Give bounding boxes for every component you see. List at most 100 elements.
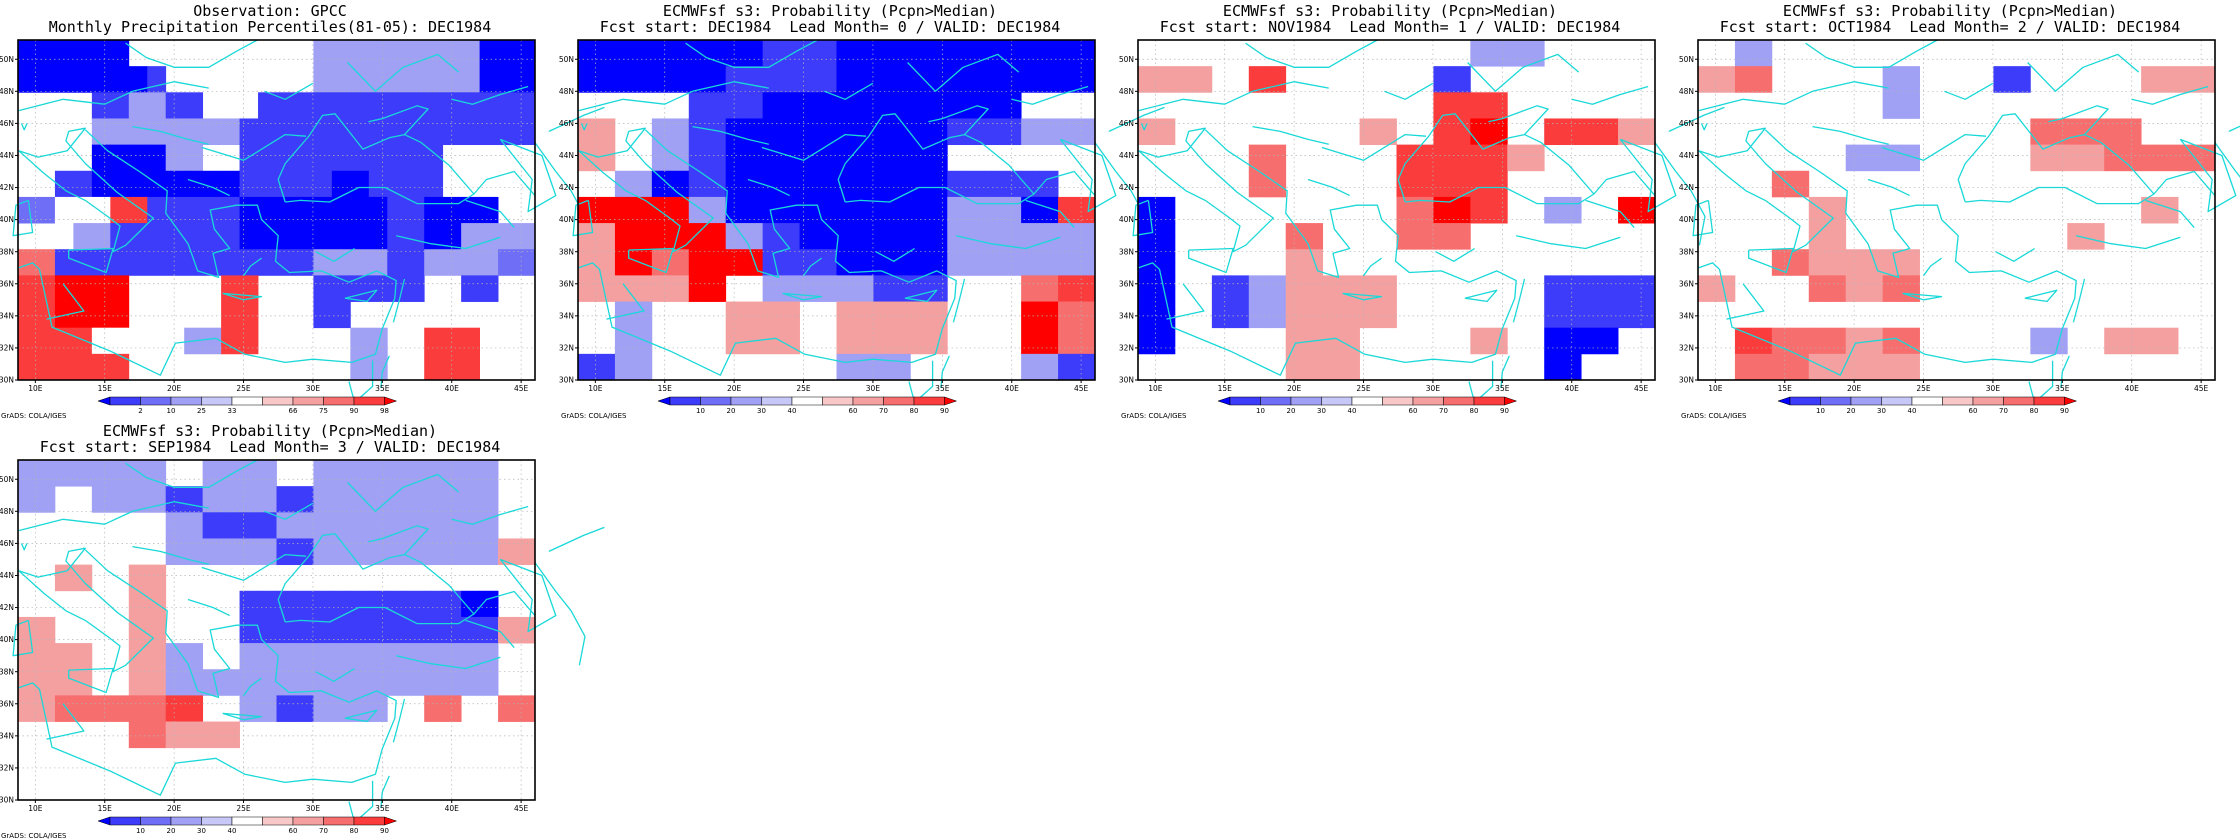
grid-cell xyxy=(651,118,671,132)
grid-cell xyxy=(910,275,930,289)
coastline xyxy=(242,257,262,277)
grid-cell xyxy=(387,144,407,159)
coastline xyxy=(1585,199,1635,229)
grid-cell xyxy=(781,183,800,198)
colorbar-segment xyxy=(170,816,202,826)
grid-cell xyxy=(762,327,782,342)
colorbar-label: 70 xyxy=(1999,407,2008,415)
grid-cell xyxy=(614,366,634,381)
colorbar-segment xyxy=(913,396,945,406)
grid-cell xyxy=(368,40,388,54)
grid-cell xyxy=(1544,301,1564,316)
grid-cell xyxy=(239,210,259,224)
lat-tick-label: 48N xyxy=(0,87,14,96)
coastline xyxy=(1698,81,1889,112)
grid-cell xyxy=(479,630,499,644)
grid-cell xyxy=(258,157,277,172)
grid-cell xyxy=(1451,236,1471,250)
colorbar-segment xyxy=(231,816,263,826)
grid-cell xyxy=(479,473,499,487)
grid-cell xyxy=(147,118,167,132)
coastline xyxy=(201,133,307,161)
grid-cell xyxy=(891,288,911,302)
grid-cell xyxy=(596,66,616,80)
lon-tick-label: 10E xyxy=(28,804,43,813)
coastline xyxy=(685,39,818,68)
grid-cell xyxy=(239,630,259,644)
grid-cell xyxy=(73,210,93,224)
colorbar-segment xyxy=(323,816,355,826)
grid-cell xyxy=(854,314,874,329)
grid-cell xyxy=(368,327,388,342)
grid-cell xyxy=(313,105,333,119)
grid-cell xyxy=(633,288,653,302)
grid-cell xyxy=(1716,79,1736,93)
grid-cell xyxy=(128,682,148,696)
coastline xyxy=(499,138,557,213)
grid-cell xyxy=(762,301,782,316)
grid-cell xyxy=(516,551,536,566)
grid-cell xyxy=(128,669,148,683)
grid-cell xyxy=(461,669,480,683)
grid-cell xyxy=(461,473,480,487)
grid-cell xyxy=(873,66,893,80)
grid-cell xyxy=(461,327,480,342)
grid-cell xyxy=(516,223,536,237)
grid-cell xyxy=(1211,275,1231,289)
grid-cell xyxy=(836,366,856,381)
grid-cell xyxy=(781,249,800,263)
grid-cell xyxy=(928,262,948,276)
grid-cell xyxy=(424,353,444,368)
grid-cell xyxy=(350,616,370,631)
grid-cell xyxy=(1488,53,1508,67)
grads-credit: GrADS: COLA/IGES xyxy=(1121,412,1187,420)
grid-cell xyxy=(313,512,333,526)
grid-cell xyxy=(1285,314,1305,329)
coastline xyxy=(578,81,769,112)
grid-cell xyxy=(387,656,407,670)
grid-cell xyxy=(596,210,616,224)
coastline xyxy=(548,526,605,552)
grid-cell xyxy=(799,249,819,263)
grid-cell xyxy=(1248,183,1268,198)
panel-observation-gpcc: Observation: GPCC Monthly Precipitation … xyxy=(0,0,605,420)
grid-cell xyxy=(405,223,425,237)
grid-cell xyxy=(276,236,296,250)
grid-cell xyxy=(1211,314,1231,329)
grid-cell xyxy=(1470,170,1490,185)
coastline xyxy=(1700,123,1708,131)
grid-cell xyxy=(91,314,111,329)
grid-cell xyxy=(781,210,800,224)
grid-cell xyxy=(331,210,351,224)
grid-cell xyxy=(442,486,462,500)
grid-cell xyxy=(294,183,314,198)
coastline xyxy=(1692,199,1714,237)
grid-cell xyxy=(670,66,690,80)
grid-cell xyxy=(350,473,370,487)
grid-cell xyxy=(1138,327,1157,342)
lat-tick-label: 34N xyxy=(1679,311,1694,320)
grid-cell xyxy=(578,196,597,211)
coastline xyxy=(20,543,28,551)
grid-cell xyxy=(578,66,597,80)
grid-cell xyxy=(350,512,370,526)
grid-cell xyxy=(854,170,874,185)
grid-cell xyxy=(258,262,277,276)
grid-cell xyxy=(258,499,277,513)
grid-cell xyxy=(239,512,259,526)
coastline xyxy=(1138,127,1274,253)
grid-cell xyxy=(239,144,259,159)
grid-cell xyxy=(818,131,837,146)
grid-cell xyxy=(36,616,56,631)
grid-cell xyxy=(984,79,1004,93)
grid-cell xyxy=(688,79,708,93)
grid-cell xyxy=(479,486,499,500)
grid-cell xyxy=(276,538,296,552)
grid-cell xyxy=(461,249,480,263)
colorbar-label: 60 xyxy=(849,407,858,415)
coastline xyxy=(747,178,790,197)
grid-cell xyxy=(1636,118,1656,132)
grid-cell xyxy=(1882,144,1902,159)
grid-cell xyxy=(1230,288,1250,302)
grid-cell xyxy=(707,170,727,185)
